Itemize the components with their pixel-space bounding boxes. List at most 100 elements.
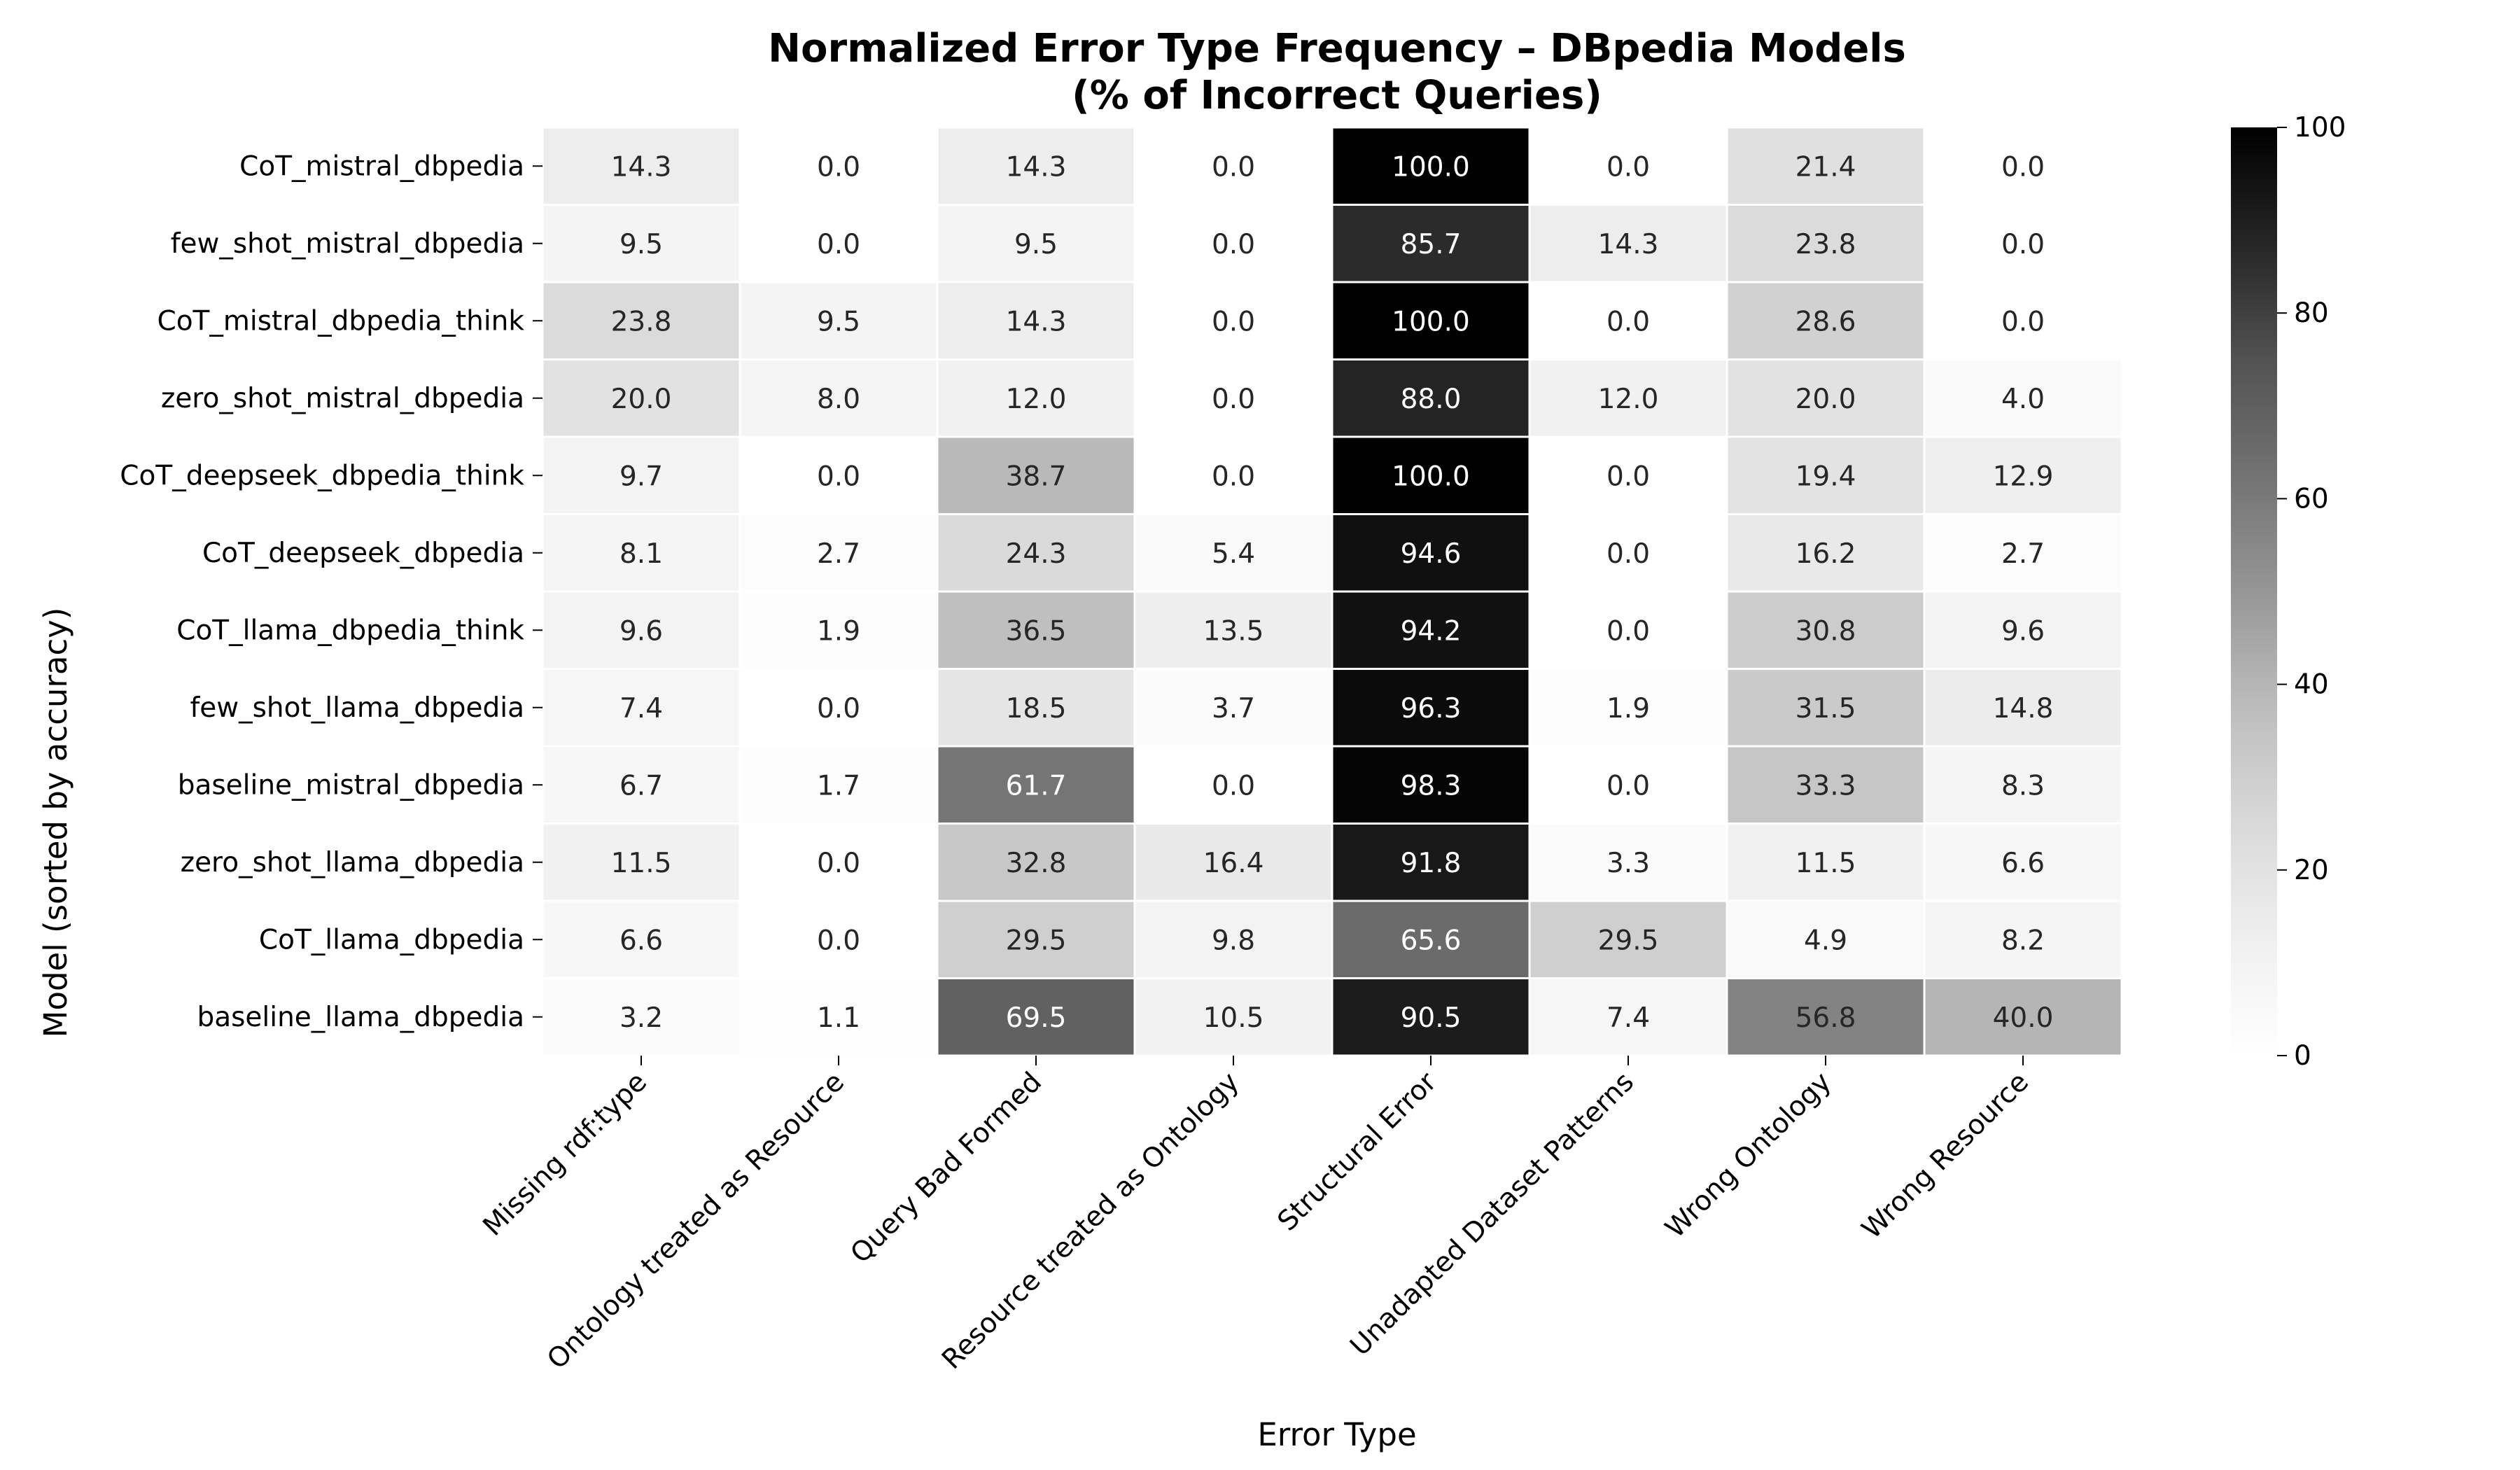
- cell-value-label: 24.3: [1006, 538, 1067, 570]
- colorbar-tick-label: 80: [2294, 298, 2329, 329]
- colorbar-tick-label: 60: [2294, 483, 2329, 514]
- heatmap-cell: [936, 668, 1136, 748]
- cell-value-label: 0.0: [817, 151, 860, 183]
- cell-value-label: 29.5: [1598, 925, 1659, 956]
- chart-subtitle: (% of Incorrect Queries): [1072, 73, 1602, 118]
- chart-title: Normalized Error Type Frequency – DBpedi…: [768, 26, 1906, 71]
- cell-value-label: 1.1: [817, 1002, 860, 1034]
- y-tick-label: baseline_llama_dbpedia: [197, 1002, 524, 1033]
- cell-value-label: 29.5: [1006, 925, 1067, 956]
- cell-value-label: 9.7: [620, 461, 663, 492]
- cell-value-label: 0.0: [2001, 229, 2045, 260]
- y-tick-label: zero_shot_mistral_dbpedia: [161, 383, 524, 414]
- y-tick-label: zero_shot_llama_dbpedia: [181, 847, 524, 878]
- y-tick-labels: CoT_mistral_dbpedia few_shot_mistral_dbpe…: [120, 150, 542, 1033]
- heatmap-cell: [1726, 899, 1926, 979]
- cell-value-label: 31.5: [1795, 693, 1856, 724]
- cell-value-label: 3.7: [1212, 693, 1255, 724]
- cell-value-label: 14.3: [611, 151, 672, 183]
- x-tick-label: Query Bad Formed: [845, 1066, 1048, 1269]
- y-tick-label: CoT_llama_dbpedia_think: [176, 615, 524, 646]
- heatmap-cell: [1528, 513, 1728, 593]
- heatmap-cell: [936, 358, 1136, 438]
- cell-value-label: 7.4: [1606, 1002, 1650, 1034]
- heatmap-cell: [1133, 822, 1334, 902]
- cell-value-label: 0.0: [1212, 229, 1255, 260]
- cell-value-label: 1.9: [1606, 693, 1650, 724]
- colorbar-tick-label: 20: [2294, 855, 2329, 886]
- cell-value-label: 11.5: [1795, 848, 1856, 879]
- heatmap-cells: 14.3 0.0 14.3 0.0 100.0 0.0 21.4 0.0 9.5 0.0 9.5 0.…: [541, 126, 2123, 1057]
- cell-value-label: 100.0: [1392, 151, 1470, 183]
- cell-value-label: 20.0: [1795, 384, 1856, 415]
- cell-value-label: 0.0: [817, 848, 860, 879]
- cell-value-label: 18.5: [1006, 693, 1067, 724]
- cell-value-label: 96.3: [1401, 693, 1462, 724]
- cell-value-label: 0.0: [817, 693, 860, 724]
- cell-value-label: 0.0: [1212, 461, 1255, 492]
- cell-value-label: 14.3: [1006, 306, 1067, 337]
- cell-value-label: 40.0: [1993, 1002, 2054, 1034]
- x-tick-label: Structural Error: [1272, 1066, 1443, 1238]
- heatmap-cell: [738, 204, 939, 284]
- cell-value-label: 12.0: [1006, 384, 1067, 415]
- cell-value-label: 0.0: [2001, 306, 2045, 337]
- cell-value-label: 0.0: [817, 925, 860, 956]
- heatmap-cell: [541, 358, 741, 438]
- cell-value-label: 3.3: [1606, 848, 1650, 879]
- cell-value-label: 9.5: [817, 306, 860, 337]
- cell-value-label: 13.5: [1203, 615, 1264, 647]
- cell-value-label: 3.2: [620, 1002, 663, 1034]
- heatmap-cell: [1133, 745, 1334, 825]
- heatmap-cell: [1133, 358, 1334, 438]
- heatmap-cell: [541, 822, 741, 902]
- y-tick-label: few_shot_llama_dbpedia: [190, 692, 524, 724]
- heatmap-cell: [1726, 513, 1926, 593]
- colorbar-tick-label: 0: [2294, 1040, 2311, 1072]
- cell-value-label: 8.0: [817, 384, 860, 415]
- heatmap-cell: [936, 590, 1136, 670]
- heatmap-cell: [936, 745, 1136, 825]
- heatmap-cell: [738, 513, 939, 593]
- cell-value-label: 36.5: [1006, 615, 1067, 647]
- heatmap-cell: [936, 899, 1136, 979]
- y-tick-label: CoT_deepseek_dbpedia: [202, 538, 524, 569]
- heatmap-cell: [1923, 435, 2123, 515]
- cell-value-label: 56.8: [1795, 1002, 1856, 1034]
- heatmap-cell: [1133, 281, 1334, 360]
- heatmap-cell: [738, 281, 939, 360]
- cell-value-label: 0.0: [1606, 615, 1650, 647]
- cell-value-label: 16.2: [1795, 538, 1856, 570]
- heatmap-cell: [1923, 977, 2123, 1057]
- cell-value-label: 65.6: [1401, 925, 1462, 956]
- cell-value-label: 20.0: [611, 384, 672, 415]
- x-tick-label: Wrong Ontology: [1660, 1066, 1837, 1244]
- y-tick-label: CoT_llama_dbpedia: [259, 924, 524, 955]
- x-axis-label: Error Type: [1257, 1416, 1416, 1453]
- heatmap-cell: [1726, 590, 1926, 670]
- cell-value-label: 9.5: [620, 229, 663, 260]
- cell-value-label: 4.0: [2001, 384, 2045, 415]
- cell-value-label: 0.0: [1212, 306, 1255, 337]
- cell-value-label: 0.0: [1606, 461, 1650, 492]
- cell-value-label: 8.1: [620, 538, 663, 570]
- cell-value-label: 9.6: [620, 615, 663, 647]
- y-axis-label: Model (sorted by accuracy): [37, 608, 74, 1038]
- heatmap-cell: [1528, 745, 1728, 825]
- heatmap-cell: [1923, 899, 2123, 979]
- heatmap-cell: [1331, 358, 1531, 438]
- heatmap-cell: [1133, 204, 1334, 284]
- cell-value-label: 6.7: [620, 770, 663, 802]
- cell-value-label: 8.2: [2001, 925, 2045, 956]
- cell-value-label: 2.7: [817, 538, 860, 570]
- heatmap-cell: [1331, 590, 1531, 670]
- heatmap-cell: [936, 977, 1136, 1057]
- cell-value-label: 0.0: [1606, 538, 1650, 570]
- cell-value-label: 94.2: [1401, 615, 1462, 647]
- heatmap-cell: [1923, 513, 2123, 593]
- heatmap-cell: [1133, 899, 1334, 979]
- cell-value-label: 1.9: [817, 615, 860, 647]
- cell-value-label: 0.0: [1606, 770, 1650, 802]
- heatmap-cell: [1923, 126, 2123, 206]
